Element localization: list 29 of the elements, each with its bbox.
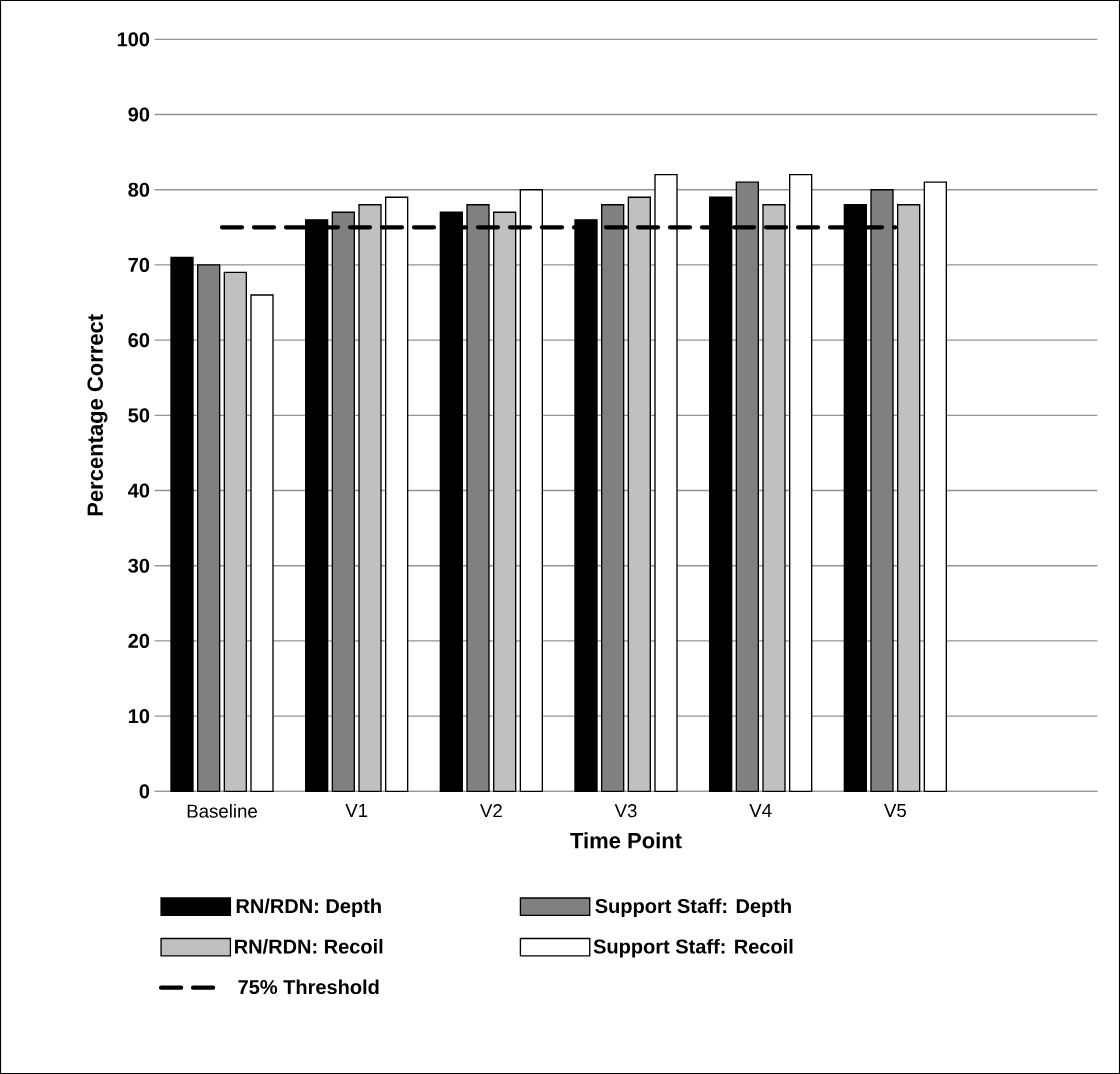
bar [197, 264, 221, 792]
bar [170, 256, 194, 792]
legend-label: RN/RDN: Depth [236, 898, 381, 918]
x-tick-label: Baseline [187, 804, 257, 818]
bar [250, 294, 274, 792]
y-tick-label: 50 [128, 408, 150, 423]
y-tick-label: 80 [128, 182, 150, 197]
y-tick-label: 20 [128, 633, 150, 648]
y-axis-title: Percentage Correct [87, 314, 108, 516]
legend-label: Support Staff: Depth [595, 898, 791, 918]
y-tick-label: 60 [128, 333, 150, 348]
y-tick-label: 40 [128, 483, 150, 498]
legend-label: RN/RDN: Recoil [235, 938, 383, 954]
y-tick-label: 100 [117, 32, 150, 47]
x-tick-label: V3 [614, 804, 637, 818]
y-tick-label: 10 [128, 709, 150, 724]
bar [223, 271, 248, 792]
y-tick-label: 0 [139, 784, 150, 799]
x-axis-title: Time Point [570, 832, 682, 849]
y-tick-label: 90 [128, 107, 150, 122]
bar [923, 181, 948, 792]
x-tick-label: V2 [480, 804, 502, 818]
x-tick-label: V5 [884, 804, 906, 818]
legend-label: Support Staff: Recoil [593, 938, 793, 958]
legend-label: 75% Threshold [238, 979, 379, 995]
x-tick-label: V1 [345, 804, 368, 817]
y-tick-label: 30 [128, 558, 150, 573]
y-tick-label: 70 [128, 257, 150, 272]
x-tick-label: V4 [749, 804, 772, 817]
